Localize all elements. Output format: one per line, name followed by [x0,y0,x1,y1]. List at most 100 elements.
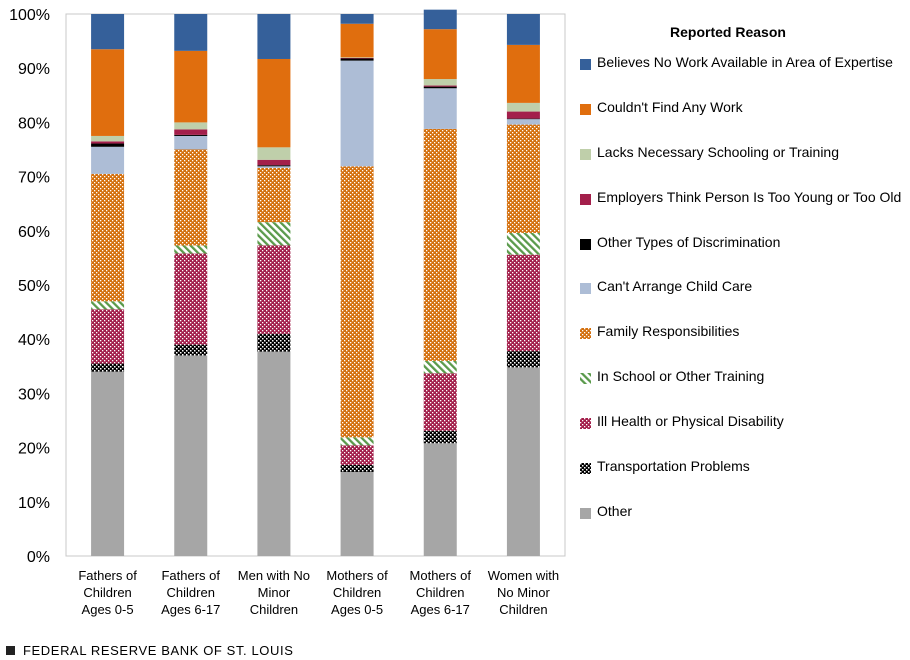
square-icon [6,646,15,655]
bar-segment-4-5 [506,124,540,233]
bar-segment-4-1 [174,149,208,246]
legend-swatch-fill [580,148,591,160]
bar-segment-5-2 [257,166,291,168]
legend-swatch [580,147,591,160]
legend-swatch [580,102,591,115]
x-tick-label: Children [416,585,464,600]
legend-swatch-fill [580,238,591,250]
bar-segment-0-1 [174,355,208,556]
legend-label: Transportation Problems [597,458,750,475]
bar-segment-1-1 [174,344,208,356]
y-tick-label: 40% [18,332,50,349]
x-tick-label: Mothers of [326,568,388,583]
bar-segment-7-4 [423,85,457,87]
bar-segment-10-0 [91,14,125,50]
bar-segment-5-1 [174,135,208,150]
legend-swatch-graphic [580,507,591,519]
bar-segment-0-2 [257,351,291,556]
x-tick-label: Minor [258,585,291,600]
bar-segment-2-3 [340,445,374,465]
legend-swatch [580,506,591,519]
legend-swatch-fill [580,418,591,430]
legend-item: Believes No Work Available in Area of Ex… [580,54,910,99]
bar-segment-9-1 [174,50,208,123]
bar-segment-9-5 [506,44,540,103]
legend-item: Family Responsibilities [580,323,910,368]
legend-item: Other Types of Discrimination [580,234,910,279]
legend-items: Believes No Work Available in Area of Ex… [580,54,910,548]
legend-label: Believes No Work Available in Area of Ex… [597,54,893,70]
bar-segment-5-0 [91,146,125,174]
bar-segment-8-2 [257,147,291,160]
bar-segment-7-5 [506,111,540,119]
bar-segment-6-2 [257,165,291,167]
y-tick-label: 20% [18,441,50,458]
x-tick-label: Fathers of [78,568,137,583]
bars-group [91,9,540,556]
x-tick-label: Fathers of [161,568,220,583]
bar-segment-1-3 [340,464,374,472]
x-tick-label: Children [333,585,381,600]
bar-segment-0-4 [423,443,457,556]
x-tick-label: Ages 6-17 [161,602,220,617]
x-tick-label: Children [250,602,298,617]
bar-segment-6-3 [340,58,374,61]
bar-segment-2-5 [506,254,540,352]
x-tick-label: No Minor [497,585,550,600]
legend-item: Other [580,503,910,548]
bar-segment-9-3 [340,23,374,58]
bar-segment-7-3 [340,57,374,59]
bar-segment-8-4 [423,79,457,86]
bar-segment-3-1 [174,245,208,254]
bar-segment-4-3 [340,166,374,438]
bar-segment-5-4 [423,88,457,129]
legend-label: Can't Arrange Child Care [597,278,753,295]
bar-segment-2-2 [257,245,291,334]
legend-swatch [580,281,591,295]
x-tick-label: Ages 6-17 [411,602,470,617]
bar-segment-7-1 [174,129,208,135]
legend-label: Other [597,502,633,519]
x-tick-label: Children [499,602,547,617]
legend-swatch [580,461,591,475]
bar-segment-10-3 [340,14,374,24]
bar-segment-7-2 [257,159,291,166]
x-axis-labels: Fathers of Children Ages 0-5 Fathers of Chil… [78,568,559,617]
legend-item: Couldn't Find Any Work [580,99,910,144]
legend-swatch-graphic [580,103,591,115]
plot-frame [65,13,566,557]
bar-segment-1-0 [91,363,125,372]
legend-swatch-graphic [580,418,591,430]
bar-segment-6-5 [506,118,540,120]
bar-segment-8-1 [174,122,208,130]
legend-swatch-fill [580,103,591,115]
bar-segment-2-1 [174,253,208,345]
y-tick-label: 30% [18,386,50,403]
legend-swatch-fill [580,373,591,385]
legend-swatch-graphic [580,193,591,205]
y-tick-label: 80% [18,115,50,132]
bar-segment-0-0 [91,371,125,556]
bar-segment-8-0 [91,135,125,142]
legend-swatch-graphic [580,59,591,70]
bar-segment-7-0 [91,141,125,144]
bar-segment-4-2 [257,167,291,223]
legend-label: Lacks Necessary Schooling or Training [597,143,840,160]
legend-label: In School or Other Training [597,368,765,385]
bar-segment-0-3 [340,471,374,556]
y-tick-label: 90% [18,61,50,78]
legend-swatch [580,371,591,385]
bar-segment-9-2 [257,58,291,148]
bar-segment-6-0 [91,143,125,147]
legend-swatch [580,237,591,250]
legend-swatch-graphic [580,463,591,475]
bar-segment-3-2 [257,222,291,246]
legend-swatch-fill [580,283,591,295]
bar-segment-5-3 [340,60,374,167]
y-tick-label: 50% [18,278,50,295]
bar-segment-10-1 [174,14,208,51]
legend-item: In School or Other Training [580,368,910,413]
legend-swatch-fill [580,328,591,340]
y-tick-label: 100% [9,7,50,24]
legend-title: Reported Reason [670,24,786,40]
